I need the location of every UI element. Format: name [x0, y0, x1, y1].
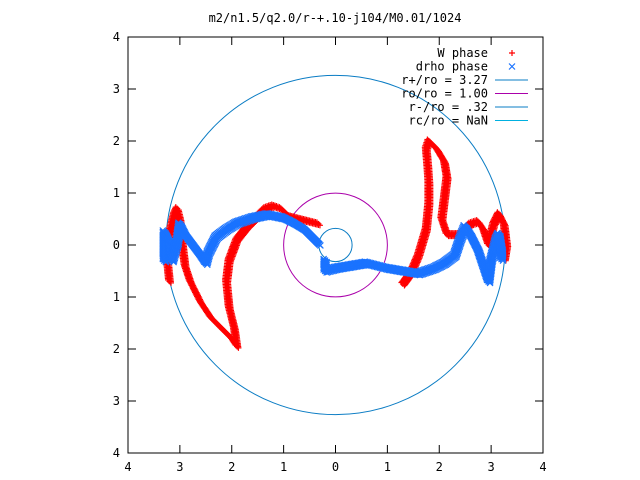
legend-label: ro/ro = 1.00 — [401, 87, 488, 101]
y-tick-label: 4 — [113, 30, 120, 44]
x-tick-label: 0 — [332, 460, 339, 474]
x-tick-label: 2 — [228, 460, 235, 474]
x-tick-label: 4 — [124, 460, 131, 474]
y-tick-label: 3 — [113, 394, 120, 408]
y-tick-label: 2 — [113, 134, 120, 148]
x-tick-label: 4 — [539, 460, 546, 474]
y-tick-label: 3 — [113, 82, 120, 96]
legend-label: r-/ro = .32 — [409, 100, 488, 114]
chart-title: m2/n1.5/q2.0/r-+.10-j104/M0.01/1024 — [209, 11, 462, 25]
x-tick-label: 1 — [280, 460, 287, 474]
circle-mark — [318, 227, 353, 263]
data-points — [159, 50, 516, 351]
y-tick-label: 1 — [113, 186, 120, 200]
x-tick-label: 3 — [176, 460, 183, 474]
drho-phase-point — [313, 239, 321, 246]
w-phase-point — [313, 219, 320, 226]
x-tick-label: 3 — [488, 460, 495, 474]
y-tick-label: 0 — [113, 238, 120, 252]
y-tick-label: 2 — [113, 342, 120, 356]
w-phase-point — [316, 222, 323, 229]
y-tick-label: 4 — [113, 446, 120, 460]
legend-label: rc/ro = NaN — [409, 114, 488, 128]
y-tick-label: 1 — [113, 290, 120, 304]
legend-label: W phase — [437, 46, 488, 60]
drho-phase-point — [508, 63, 516, 70]
circle-mark — [283, 192, 388, 298]
legend-label: drho phase — [416, 60, 488, 74]
w-phase-point — [509, 50, 515, 56]
legend-label: r+/ro = 3.27 — [401, 73, 488, 87]
x-tick-label: 1 — [384, 460, 391, 474]
drho-phase-point — [496, 254, 504, 262]
x-tick-label: 2 — [436, 460, 443, 474]
